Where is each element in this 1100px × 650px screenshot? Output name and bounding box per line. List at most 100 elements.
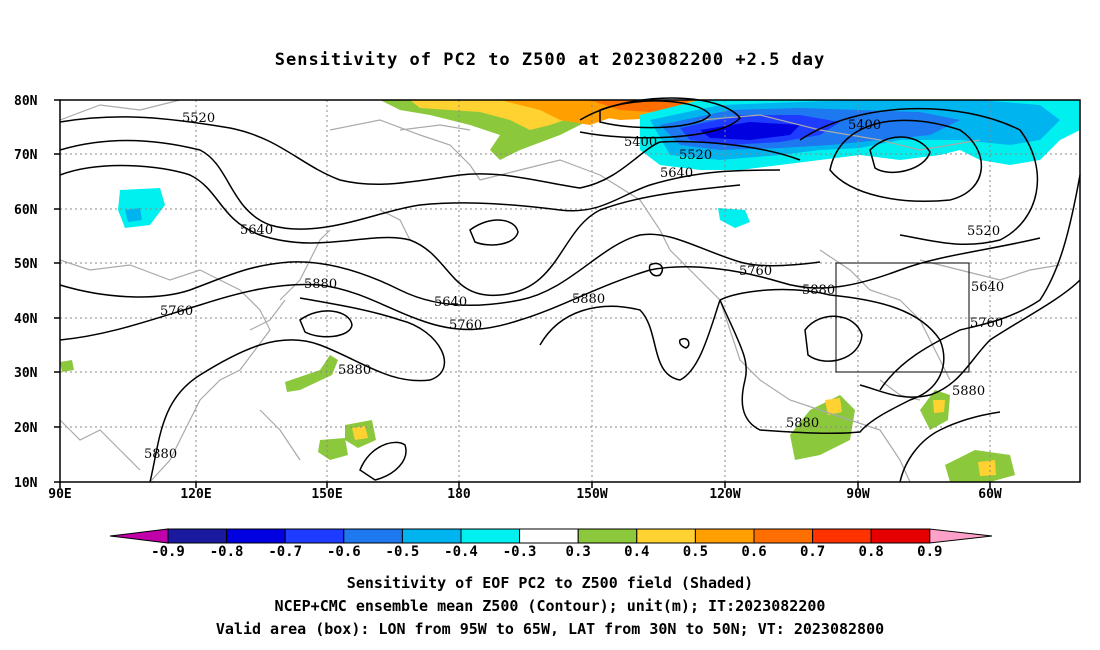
positive-shading — [352, 426, 368, 440]
colorbar-label: 0.9 — [917, 544, 942, 560]
contour-label: 5400 — [624, 135, 657, 150]
coastlines — [59, 99, 1061, 483]
contour-line — [579, 97, 741, 139]
positive-shading — [825, 398, 842, 415]
colorbar-label: -0.8 — [210, 544, 244, 560]
contour-label: 5880 — [952, 384, 985, 399]
contour-label: 5880 — [802, 283, 835, 298]
contour-line — [59, 116, 801, 189]
colorbar-swatch — [460, 528, 521, 544]
colorbar-label: 0.4 — [624, 544, 649, 560]
contour-line — [599, 100, 711, 129]
z500-contours — [59, 97, 1081, 483]
contour-label: 5520 — [967, 224, 1000, 239]
colorbar-label: -0.7 — [268, 544, 302, 560]
colorbar-label: 0.8 — [859, 544, 884, 560]
contour-line — [879, 174, 1081, 391]
contour-line — [59, 164, 741, 297]
contour-line — [804, 315, 863, 362]
lat-label: 60N — [14, 203, 38, 218]
colorbar-swatch — [694, 528, 755, 544]
colorbar-swatch — [812, 528, 872, 544]
caption-line-1: Sensitivity of EOF PC2 to Z500 field (Sh… — [346, 574, 754, 592]
contour-label: 5400 — [848, 118, 881, 133]
lon-label: 150E — [311, 487, 342, 502]
positive-shading — [978, 460, 996, 476]
colorbar-label: -0.5 — [386, 544, 420, 560]
colorbar-arrow-right — [929, 528, 993, 544]
colorbar-swatch — [343, 528, 403, 544]
contour-label: 5520 — [182, 111, 215, 126]
contour-labels: 5520 5400 5520 5640 5400 5520 5640 5760 … — [144, 111, 1004, 462]
colorbar-label: -0.4 — [444, 544, 478, 560]
contour-label: 5760 — [449, 318, 482, 333]
contour-label: 5520 — [679, 148, 712, 163]
colorbar: -0.9 -0.8 -0.7 -0.6 -0.5 -0.4 -0.3 0.3 0.4 0.5 0.6… — [109, 528, 993, 560]
contour-label: 5640 — [240, 223, 273, 238]
colorbar-label: -0.3 — [503, 544, 537, 560]
colorbar-swatch — [519, 528, 579, 544]
negative-shading — [718, 208, 750, 228]
contour-label: 5880 — [304, 277, 337, 292]
colorbar-swatch — [753, 528, 814, 544]
contour-label: 5640 — [660, 166, 693, 181]
contour-line — [869, 136, 931, 174]
colorbar-swatch — [636, 528, 696, 544]
caption-line-2: NCEP+CMC ensemble mean Z500 (Contour); u… — [274, 597, 826, 615]
negative-shading — [118, 188, 165, 228]
colorbar-label: -0.6 — [327, 544, 361, 560]
contour-line — [469, 219, 519, 246]
positive-shading — [60, 360, 74, 372]
contour-label: 5880 — [572, 292, 605, 307]
colorbar-swatch — [226, 528, 286, 544]
colorbar-label: 0.6 — [741, 544, 766, 560]
contour-label: 5880 — [786, 416, 819, 431]
contour-line — [59, 139, 781, 230]
colorbar-swatch — [870, 528, 931, 544]
lon-label: 90W — [846, 487, 870, 502]
longitude-labels: 90E 120E 150E 180 150W 120W 90W 60W — [48, 487, 1002, 502]
latitude-labels: 80N 70N 60N 50N 40N 30N 20N 10N — [14, 94, 38, 491]
colorbar-arrow-left — [109, 528, 169, 544]
contour-label: 5760 — [160, 304, 193, 319]
lon-label: 60W — [978, 487, 1002, 502]
colorbar-swatch — [401, 528, 462, 544]
colorbar-swatch — [167, 528, 228, 544]
contour-line — [149, 297, 446, 483]
colorbar-label: -0.9 — [151, 544, 185, 560]
contour-line — [678, 337, 690, 349]
lon-label: 150W — [576, 487, 607, 502]
positive-shading — [285, 355, 338, 392]
axis-ticks — [54, 99, 991, 488]
contour-label: 5760 — [739, 264, 772, 279]
map-title: Sensitivity of PC2 to Z500 at 2023082200… — [274, 50, 826, 70]
contour-label: 5880 — [338, 363, 371, 378]
contour-line — [899, 411, 1001, 483]
contour-line — [799, 107, 1039, 245]
colorbar-label: 0.7 — [800, 544, 825, 560]
positive-shading — [933, 400, 945, 413]
contour-line — [829, 119, 983, 202]
colorbar-label: 0.5 — [683, 544, 708, 560]
lat-label: 20N — [14, 421, 38, 436]
colorbar-swatch — [284, 528, 345, 544]
lat-label: 10N — [14, 476, 38, 491]
caption-line-3: Valid area (box): LON from 95W to 65W, L… — [215, 620, 885, 638]
lat-label: 30N — [14, 366, 38, 381]
positive-shading — [318, 438, 348, 460]
valid-area-box — [835, 262, 970, 373]
colorbar-swatch — [577, 528, 638, 544]
contour-label: 5640 — [971, 280, 1004, 295]
negative-shading — [125, 208, 142, 222]
lon-label: 120W — [709, 487, 740, 502]
contour-line — [359, 441, 407, 481]
contour-line — [648, 262, 664, 277]
contour-label: 5640 — [434, 295, 467, 310]
lat-label: 40N — [14, 312, 38, 327]
contour-line — [539, 299, 721, 381]
lat-label: 80N — [14, 94, 38, 109]
contour-line — [719, 288, 945, 435]
lon-label: 120E — [180, 487, 211, 502]
contour-label: 5880 — [144, 447, 177, 462]
